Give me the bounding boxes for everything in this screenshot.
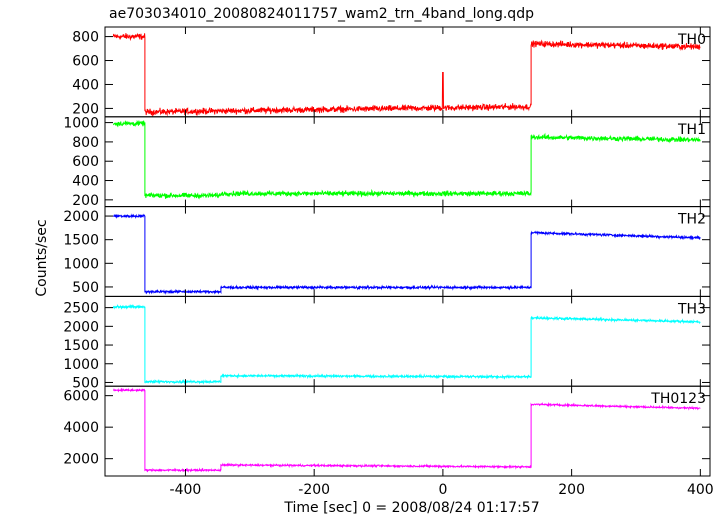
panel-frame [104,295,711,387]
y-tick-label: 2000 [63,452,99,468]
y-tick-label: 500 [72,280,99,296]
series-line-th3 [112,304,701,385]
y-tick-label: 600 [72,54,99,70]
y-tick-label: 800 [72,30,99,46]
series-line-th2 [113,213,701,295]
y-tick-label: 4000 [63,420,99,436]
x-tick-label: -200 [298,482,330,498]
series-label: TH2 [677,212,706,228]
y-tick-label: 6000 [63,389,99,405]
y-tick-label: 2500 [63,301,99,317]
y-tick-label: 200 [72,101,99,117]
y-tick-label: 1500 [63,338,99,354]
series-label: TH1 [677,122,706,138]
x-tick-label: -400 [170,482,202,498]
y-tick-label: 400 [72,77,99,93]
y-tick-label: 500 [72,375,99,391]
x-tick-label: 200 [558,482,585,498]
panel-th3: 500 1000 1500 2000 2500 TH3 [63,295,711,391]
x-tick-label: 400 [687,482,714,498]
y-tick-label: 2000 [63,209,99,225]
y-tick-label: 2000 [63,319,99,335]
y-tick-label: 600 [72,154,99,170]
chart-title: ae703034010_20080824011757_wam2_trn_4ban… [109,6,534,22]
panel-th1: 200 400 600 800 1000 TH1 [63,116,711,209]
panel-th0123: 2000 4000 6000 TH0123 [63,385,711,477]
series-label: TH0 [677,32,706,48]
y-tick-label: 1000 [63,256,99,272]
panel-th0: 200 400 600 800 TH0 [72,26,711,118]
y-tick-label: 800 [72,135,99,151]
chart-panels: 200 400 600 800 TH0 200 400 600 800 1000 TH1 500 100… [63,26,714,498]
series-label: TH0123 [650,391,706,407]
y-tick-label: 1500 [63,233,99,249]
y-tick-label: 1000 [63,116,99,132]
x-axis-label: Time [sec] 0 = 2008/08/24 01:17:57 [283,500,539,516]
series-line-th1 [112,119,701,200]
x-tick-label: 0 [438,482,447,498]
panel-frame [104,26,711,118]
panel-frame [104,385,711,477]
panel-th2: 500 1000 1500 2000 TH2 [63,206,711,297]
series-label: TH3 [677,301,706,317]
y-tick-label: 400 [72,174,99,190]
series-line-th0123 [112,387,701,473]
y-axis-label: Counts/sec [34,219,50,296]
panel-frame [104,206,711,297]
series-line-th0 [112,32,701,118]
y-tick-label: 200 [72,193,99,209]
y-tick-label: 1000 [63,357,99,373]
